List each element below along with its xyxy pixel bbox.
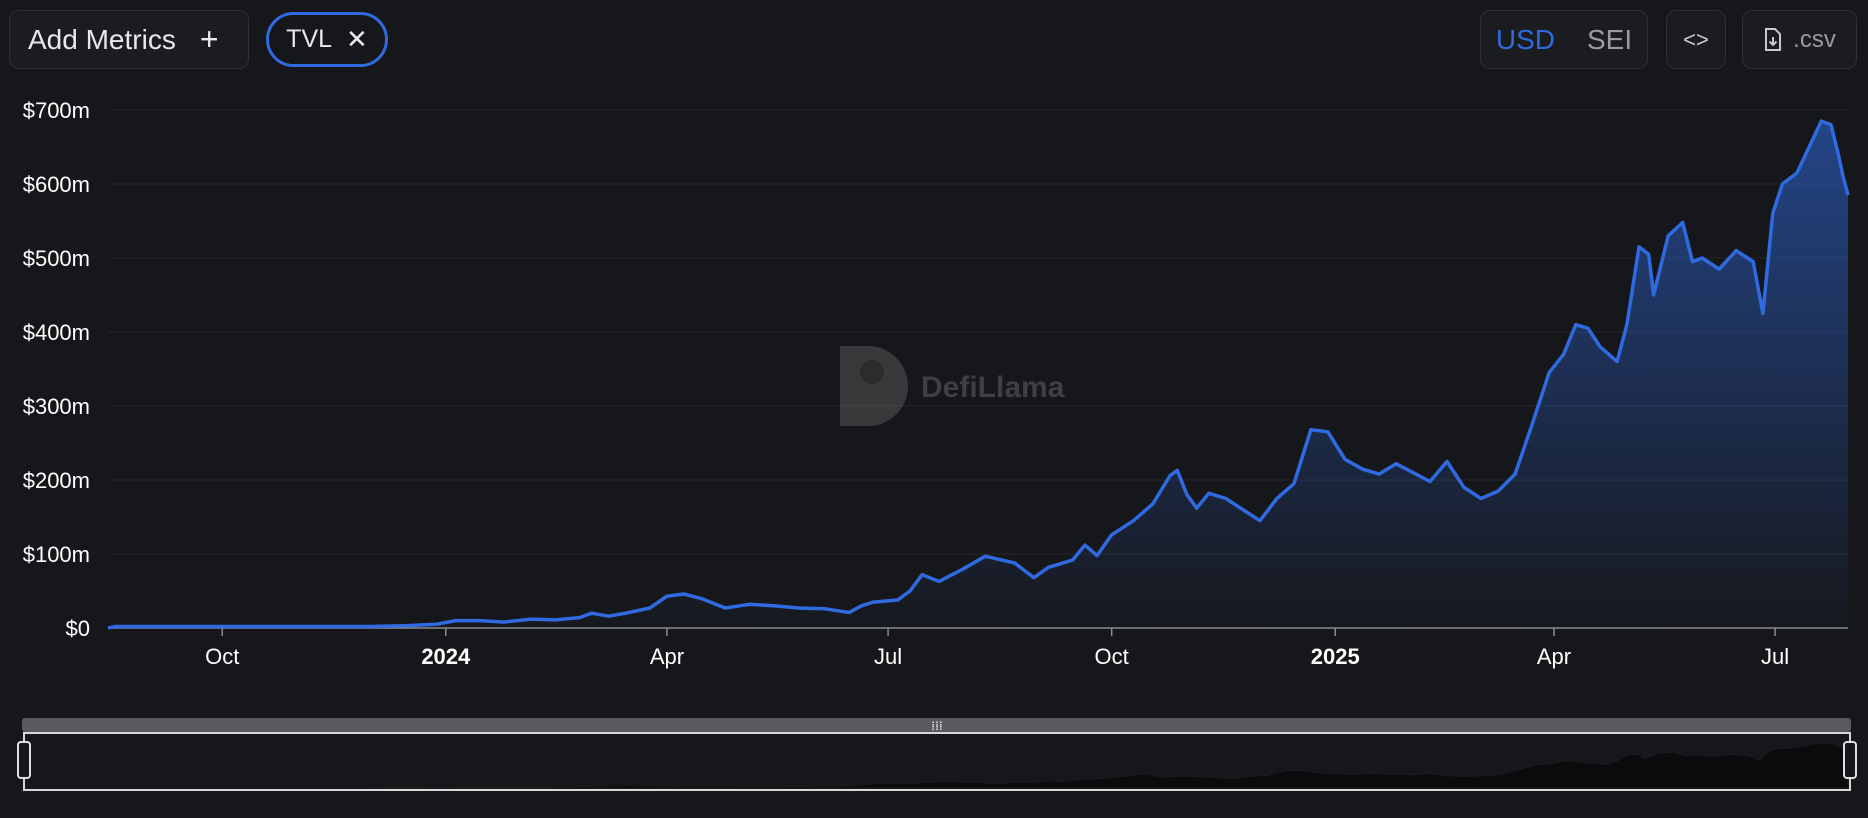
- download-csv-button[interactable]: .csv: [1742, 10, 1857, 69]
- x-tick-label: 2024: [421, 644, 471, 669]
- y-tick-label: $100m: [23, 542, 90, 567]
- chart-toolbar: Add Metrics + TVL ✕ USD SEI <> .csv: [0, 0, 1868, 80]
- y-tick-label: $400m: [23, 320, 90, 345]
- brush-grip-icon[interactable]: ⁞⁞⁞: [931, 719, 942, 733]
- brush-bar[interactable]: [22, 718, 1851, 732]
- x-tick-label: Apr: [650, 644, 684, 669]
- watermark-logo: DefiLlama: [840, 346, 1065, 426]
- tvl-chip-label: TVL: [286, 25, 333, 53]
- code-icon: <>: [1683, 26, 1709, 52]
- brush-left-handle[interactable]: [17, 741, 31, 779]
- y-tick-label: $600m: [23, 172, 90, 197]
- currency-usd-button[interactable]: USD: [1495, 23, 1555, 55]
- x-tick-label: Apr: [1537, 644, 1571, 669]
- csv-label: .csv: [1793, 25, 1836, 53]
- x-tick-label: Oct: [1095, 644, 1129, 669]
- range-brush: ⁞⁞⁞: [17, 718, 1857, 791]
- y-tick-label: $0: [66, 616, 90, 641]
- watermark-text: DefiLlama: [921, 371, 1065, 404]
- add-metrics-label: Add Metrics: [28, 23, 176, 55]
- close-icon[interactable]: ✕: [346, 24, 368, 54]
- x-tick-label: Oct: [205, 644, 239, 669]
- add-metrics-button[interactable]: Add Metrics +: [9, 10, 249, 69]
- y-tick-label: $300m: [23, 394, 90, 419]
- x-tick-label: Jul: [1761, 644, 1789, 669]
- x-axis: Oct 2024 Apr Jul Oct 2025 Apr Jul: [205, 628, 1789, 669]
- x-tick-label: 2025: [1311, 644, 1360, 669]
- y-tick-label: $700m: [23, 98, 90, 123]
- brush-right-handle[interactable]: [1843, 741, 1857, 779]
- y-tick-label: $500m: [23, 246, 90, 271]
- tvl-area: [108, 121, 1848, 628]
- y-tick-label: $200m: [23, 468, 90, 493]
- y-axis: $0 $100m $200m $300m $400m $500m $600m $700m: [23, 98, 90, 641]
- brush-mini-area: [25, 742, 1849, 789]
- tvl-metric-chip[interactable]: TVL ✕: [266, 12, 388, 67]
- currency-sei-button[interactable]: SEI: [1587, 23, 1633, 55]
- embed-button[interactable]: <>: [1666, 10, 1726, 69]
- x-tick-label: Jul: [874, 644, 902, 669]
- tvl-line: [107, 119, 1850, 630]
- currency-toggle: USD SEI: [1480, 10, 1648, 69]
- plus-icon: +: [199, 21, 219, 57]
- file-download-icon: [1765, 27, 1782, 51]
